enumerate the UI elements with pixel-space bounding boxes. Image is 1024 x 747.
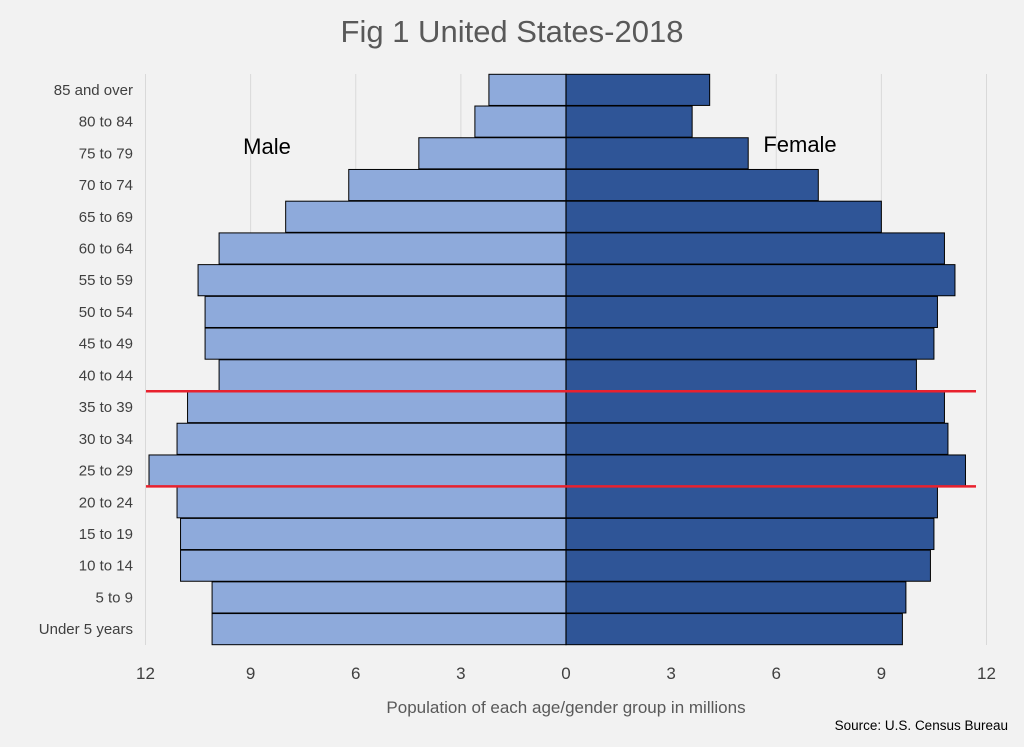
- y-category-label: 30 to 34: [79, 431, 133, 448]
- bar-male: [176, 486, 567, 519]
- bar-male: [148, 454, 567, 487]
- bar-male: [211, 581, 567, 614]
- y-category-label: 5 to 9: [95, 589, 133, 606]
- bar-male: [474, 105, 567, 138]
- bar-male: [418, 137, 567, 170]
- x-tick-label: 9: [246, 664, 255, 683]
- y-category-label: 40 to 44: [79, 367, 133, 384]
- x-tick-label: 6: [772, 664, 781, 683]
- bar-female: [565, 295, 938, 328]
- axis-labels: 12 9 6 3 0 3 6 9 12 85 and over 80 to 84 75 to 79 70…: [39, 82, 996, 683]
- y-category-label: 35 to 39: [79, 399, 133, 416]
- y-category-label: 70 to 74: [79, 177, 133, 194]
- y-category-label: 50 to 54: [79, 304, 133, 321]
- bar-female: [565, 137, 749, 170]
- bar-male: [218, 359, 567, 392]
- bar-female: [565, 422, 949, 455]
- bar-female: [565, 232, 945, 265]
- bar-female: [565, 168, 819, 202]
- y-category-label: 45 to 49: [79, 336, 133, 353]
- x-tick-label: 9: [877, 664, 886, 683]
- bar-female: [565, 549, 931, 582]
- y-category-label: 65 to 69: [79, 209, 133, 226]
- series-label-male: Male: [243, 134, 291, 159]
- bar-male: [204, 295, 567, 328]
- y-category-label: 15 to 19: [79, 526, 133, 543]
- y-category-label: 10 to 14: [79, 558, 133, 575]
- y-category-label: 75 to 79: [79, 145, 133, 162]
- bar-female: [565, 264, 956, 297]
- bar-male: [285, 200, 567, 233]
- y-category-label: 20 to 24: [79, 494, 133, 511]
- source-note: Source: U.S. Census Bureau: [834, 718, 1008, 733]
- bar-female: [565, 200, 882, 233]
- x-tick-label: 12: [977, 664, 996, 683]
- series-label-female: Female: [763, 132, 836, 157]
- bar-female: [565, 327, 935, 360]
- bars: [148, 73, 966, 646]
- bar-female: [565, 454, 966, 487]
- y-category-label: 60 to 64: [79, 240, 133, 257]
- bar-female: [565, 105, 693, 138]
- bar-female: [565, 73, 711, 106]
- x-tick-label: 12: [136, 664, 155, 683]
- bar-male: [197, 264, 567, 297]
- bar-female: [565, 613, 903, 646]
- bar-male: [180, 517, 567, 551]
- y-category-label: 80 to 84: [79, 114, 133, 131]
- bar-male: [176, 422, 567, 455]
- bar-male: [187, 391, 567, 424]
- y-category-label: 85 and over: [54, 82, 133, 99]
- chart-title: Fig 1 United States-2018: [340, 14, 684, 49]
- y-category-label: Under 5 years: [39, 621, 133, 638]
- bar-male: [218, 232, 567, 265]
- y-category-label: 25 to 29: [79, 463, 133, 480]
- bar-male: [348, 168, 567, 202]
- bar-female: [565, 517, 935, 551]
- bar-female: [565, 391, 945, 424]
- bar-male: [180, 549, 567, 582]
- x-tick-label: 0: [561, 664, 570, 683]
- x-tick-label: 6: [351, 664, 360, 683]
- x-tick-label: 3: [666, 664, 675, 683]
- bar-male: [488, 73, 567, 106]
- bar-male: [204, 327, 567, 360]
- x-axis-title: Population of each age/gender group in m…: [386, 698, 746, 717]
- bar-female: [565, 359, 917, 392]
- bar-female: [565, 486, 938, 519]
- bar-male: [211, 613, 567, 646]
- highlight-lines: [146, 389, 976, 488]
- y-category-label: 55 to 59: [79, 272, 133, 289]
- x-tick-label: 3: [456, 664, 465, 683]
- bar-female: [565, 581, 907, 614]
